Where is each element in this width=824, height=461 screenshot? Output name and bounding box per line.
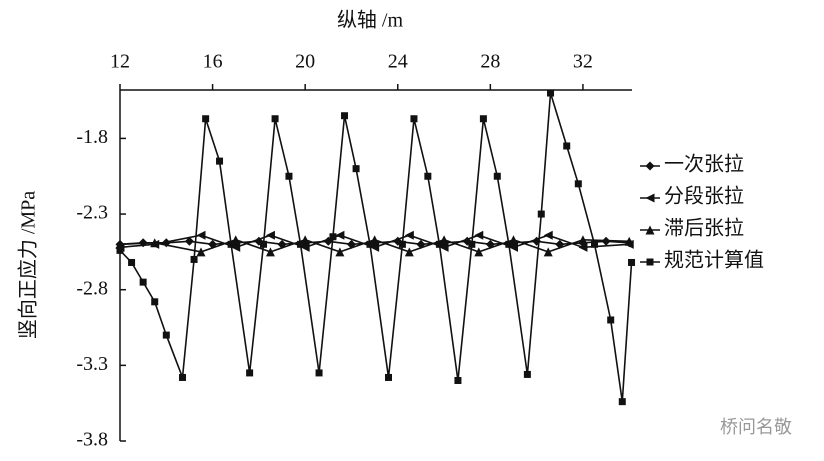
data-point: [547, 89, 555, 97]
data-point: [404, 247, 414, 257]
data-point: [231, 242, 241, 252]
data-point: [341, 112, 349, 120]
data-point: [563, 142, 571, 150]
data-point: [523, 370, 531, 378]
legend-label: 规范计算值: [664, 249, 764, 272]
legend-marker: [646, 258, 654, 266]
legend-label: 分段张拉: [664, 185, 744, 208]
data-point: [216, 157, 224, 165]
data-point: [162, 331, 170, 339]
data-point: [227, 240, 235, 248]
y-tick-label: -1.8: [76, 126, 108, 148]
data-point: [366, 240, 374, 248]
data-point: [315, 369, 323, 377]
legend-label: 一次张拉: [664, 153, 744, 176]
data-point: [260, 240, 268, 248]
data-point: [265, 230, 275, 240]
y-tick-label: -3.8: [76, 429, 108, 451]
data-point: [410, 115, 418, 123]
data-point: [190, 255, 198, 263]
data-point: [505, 240, 513, 248]
data-point: [493, 172, 501, 180]
watermark: 桥问名敬: [720, 417, 792, 438]
y-axis-title: 竖向正应力 /MPa: [17, 191, 40, 339]
data-point: [329, 233, 337, 241]
data-point: [543, 230, 553, 240]
data-point: [178, 373, 186, 381]
data-point: [508, 242, 518, 252]
data-point: [628, 258, 636, 266]
data-point: [297, 240, 305, 248]
data-point: [468, 240, 476, 248]
data-point: [265, 247, 275, 257]
data-point: [352, 165, 360, 173]
data-point: [335, 230, 345, 240]
x-axis-title: 纵轴 /m: [337, 9, 404, 32]
data-point: [398, 240, 406, 248]
y-tick-label: -3.3: [76, 353, 108, 375]
y-tick-label: -2.8: [76, 277, 108, 299]
data-point: [607, 316, 615, 324]
data-point: [404, 230, 414, 240]
data-point: [424, 172, 432, 180]
legend-label: 滞后张拉: [664, 217, 744, 240]
data-point: [184, 236, 194, 246]
legend-marker: [645, 225, 655, 235]
x-tick-label: 32: [573, 51, 593, 73]
data-point: [578, 235, 588, 245]
x-tick-label: 12: [110, 51, 130, 73]
data-point: [128, 258, 136, 266]
data-point: [335, 247, 345, 257]
data-point: [574, 180, 582, 188]
data-point: [435, 240, 443, 248]
legend-marker: [645, 193, 655, 203]
data-point: [139, 278, 147, 286]
data-point: [474, 230, 484, 240]
data-point: [618, 398, 626, 406]
x-tick-label: 24: [388, 51, 408, 73]
data-point: [246, 369, 254, 377]
data-point: [271, 115, 279, 123]
data-point: [150, 238, 160, 248]
data-point: [384, 373, 392, 381]
data-point: [116, 246, 124, 254]
data-point: [543, 247, 553, 257]
data-point: [151, 298, 159, 306]
data-point: [300, 242, 310, 252]
y-tick-label: -2.3: [76, 202, 108, 224]
data-point: [578, 242, 588, 252]
data-point: [115, 239, 125, 249]
data-point: [624, 236, 634, 246]
legend-marker: [645, 161, 655, 171]
data-point: [285, 172, 293, 180]
data-point: [591, 240, 599, 248]
data-point: [454, 376, 462, 384]
data-point: [196, 230, 206, 240]
x-tick-label: 20: [295, 51, 315, 73]
data-point: [474, 247, 484, 257]
x-tick-label: 28: [480, 51, 500, 73]
data-point: [537, 210, 545, 218]
data-point: [479, 115, 487, 123]
data-point: [370, 242, 380, 252]
x-tick-label: 16: [203, 51, 223, 73]
data-point: [439, 242, 449, 252]
data-point: [202, 115, 210, 123]
data-point: [196, 247, 206, 257]
